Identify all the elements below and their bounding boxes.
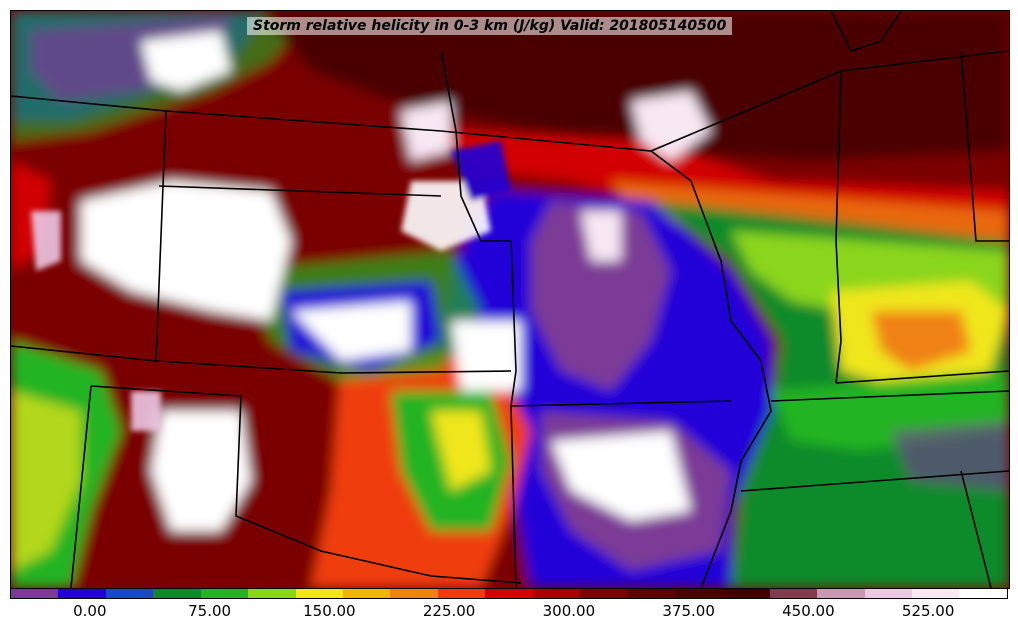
colorbar-tick-label: 0.00 (73, 602, 107, 620)
colorbar-swatch (105, 589, 154, 598)
colorbar-swatch (437, 589, 486, 598)
map-field (11, 11, 1009, 588)
state-boundaries (11, 11, 1009, 588)
colorbar-tick-label: 375.00 (662, 602, 715, 620)
map-title: Storm relative helicity in 0-3 km (J/kg)… (247, 17, 733, 35)
colorbar-swatch (864, 589, 913, 598)
colorbar-tick-label: 150.00 (303, 602, 356, 620)
colorbar-swatch (342, 589, 391, 598)
colorbar-swatch (11, 589, 59, 598)
colorbar-swatch (627, 589, 675, 598)
colorbar-tick-label: 525.00 (901, 602, 955, 620)
colorbar-tick-label: 75.00 (188, 602, 232, 620)
colorbar-tick-label: 300.00 (542, 602, 596, 620)
colorbar-swatch (485, 589, 533, 598)
colorbar-tick-label: 225.00 (422, 602, 476, 620)
colorbar-swatch (959, 589, 1007, 598)
colorbar-swatch (769, 589, 818, 598)
helicity-map: Storm relative helicity in 0-3 km (J/kg)… (10, 10, 1010, 589)
colorbar-swatch (200, 589, 249, 598)
colorbar-tick-label: 450.00 (782, 602, 835, 620)
colorbar-swatch (153, 589, 201, 598)
helicity-field (11, 11, 1009, 588)
colorbar-swatch (674, 589, 723, 598)
colorbar-swatch (295, 589, 343, 598)
helicity-detail (31, 141, 511, 431)
colorbar-swatch (912, 589, 960, 598)
colorbar (10, 588, 1008, 599)
colorbar-ticks: 0.00 75.00 150.00 225.00 300.00 375.00 450.00 5… (10, 600, 1008, 628)
colorbar-swatch (58, 589, 106, 598)
colorbar-swatch (722, 589, 770, 598)
colorbar-swatch (817, 589, 865, 598)
colorbar-swatch (248, 589, 296, 598)
colorbar-swatch (532, 589, 581, 598)
colorbar-swatch (580, 589, 628, 598)
colorbar-swatch (390, 589, 438, 598)
